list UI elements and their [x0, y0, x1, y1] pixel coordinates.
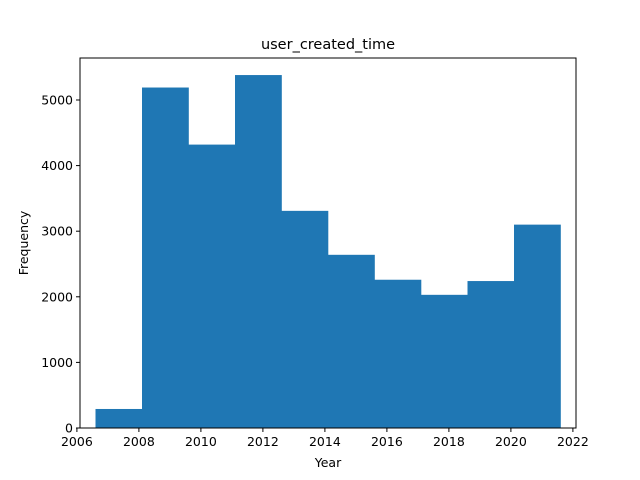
x-tick-label: 2014 [309, 434, 341, 449]
chart-title: user_created_time [261, 37, 395, 53]
histogram-bar [421, 294, 468, 428]
x-tick-label: 2006 [61, 434, 93, 449]
x-axis-label: Year [314, 455, 342, 470]
x-tick-label: 2018 [433, 434, 465, 449]
plot-frame [79, 57, 577, 429]
y-tick-label: 3000 [41, 224, 73, 239]
histogram-bar [142, 87, 189, 429]
x-tick-label: 2010 [185, 434, 217, 449]
histogram-bar [188, 144, 236, 428]
histogram-bar [235, 75, 282, 429]
histogram-bar [95, 408, 143, 428]
bars-group [95, 75, 561, 429]
x-tick-label: 2016 [371, 434, 403, 449]
y-tick-label: 2000 [41, 289, 73, 304]
y-tick-label: 0 [65, 421, 73, 436]
y-tick-label: 5000 [41, 92, 73, 107]
x-tick-label: 2012 [247, 434, 279, 449]
histogram-bar [281, 210, 329, 428]
y-tick-label: 4000 [41, 158, 73, 173]
x-tick-label: 2008 [123, 434, 155, 449]
y-axis-label: Frequency [16, 210, 31, 275]
histogram-bar [514, 224, 561, 428]
histogram-bar [328, 254, 375, 428]
histogram-bar [374, 279, 422, 428]
x-axis-ticks: 2006 2008 2010 2012 2014 2016 2018 2020 2022 [61, 428, 589, 449]
x-tick-label: 2022 [557, 434, 589, 449]
histogram-bar [467, 281, 515, 428]
x-tick-label: 2020 [495, 434, 527, 449]
y-axis-ticks: 0 1000 2000 3000 4000 5000 [41, 92, 80, 436]
y-tick-label: 1000 [41, 355, 73, 370]
